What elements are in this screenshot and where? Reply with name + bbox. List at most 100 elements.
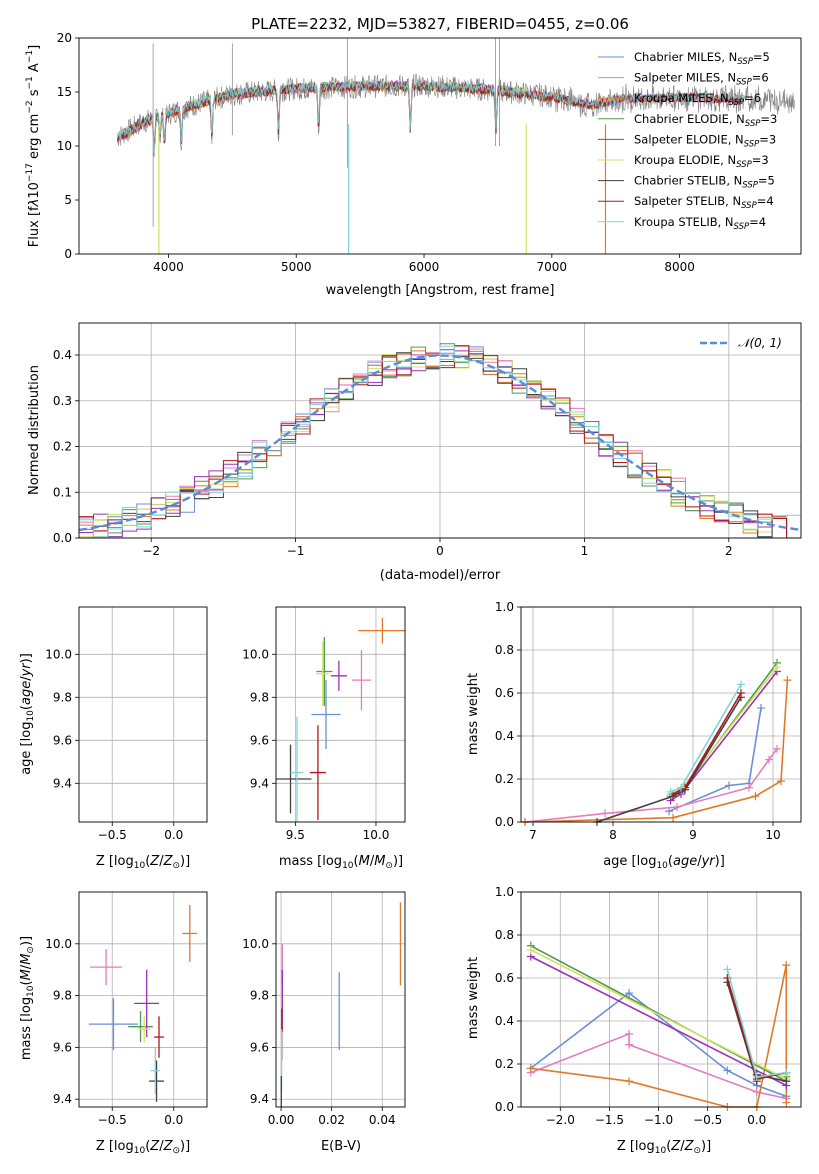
x-tick-label: −1 xyxy=(287,544,305,558)
y-tick-label: 0.2 xyxy=(495,772,514,786)
x-tick-label: −2 xyxy=(142,544,160,558)
mw-line-1 xyxy=(524,748,778,823)
mw-marker xyxy=(782,961,791,970)
age-vs-mass-panel: mass [log10(M/M⊙)] 9.5 10.0 9.4 9.6 9.8 10.0 xyxy=(242,606,406,871)
mass-weight-vs-age-panel: age [log10(age/yr)] mass weight 7 8 9 10 0.0… xyxy=(466,600,802,871)
x-tick-label: 0.00 xyxy=(268,1113,295,1127)
legend-entry: Chabrier STELIB, NSSP=5 xyxy=(634,174,775,191)
y-tick-label: 10.0 xyxy=(242,647,269,661)
mw-line-5 xyxy=(670,666,778,795)
mass-weight-vs-z-panel: Z [log10(Z/Z⊙)] mass weight −2.0 −1.5 −1.0… xyxy=(466,885,802,1156)
x-tick-label: 8000 xyxy=(664,260,695,274)
axes-frame xyxy=(78,606,208,823)
y-tick-label: 15 xyxy=(57,85,72,99)
gaussian-legend-label: 𝒩(0, 1) xyxy=(738,336,782,350)
age-z-ylabel: age [log10(age/yr)] xyxy=(19,653,36,775)
y-tick-label: 0.8 xyxy=(495,928,514,942)
mw-marker xyxy=(765,755,773,764)
axes-frame xyxy=(520,606,802,823)
y-tick-label: 1.0 xyxy=(495,600,514,614)
errorbars xyxy=(280,902,402,1107)
x-tick-label: 10 xyxy=(765,828,780,842)
spectrum-panel: PLATE=2232, MJD=53827, FIBERID=0455, z=0… xyxy=(25,15,802,298)
mw-marker xyxy=(737,689,745,697)
x-tick-label: −1.5 xyxy=(595,1113,624,1127)
mass-z-ylabel: mass [log10(M/M⊙)] xyxy=(19,936,36,1060)
spectrum-lines xyxy=(116,38,795,254)
mw-line-3 xyxy=(670,662,778,797)
legend-entry: Salpeter STELIB, NSSP=4 xyxy=(634,194,774,211)
mw-marker xyxy=(745,783,753,792)
y-tick-label: 9.4 xyxy=(250,776,269,790)
x-tick-label: −0.5 xyxy=(98,1113,127,1127)
errorbars xyxy=(88,904,198,1102)
axes-frame xyxy=(275,606,406,823)
model-spectrum-8 xyxy=(116,79,744,153)
y-tick-label: 0.0 xyxy=(53,531,72,545)
mw-line-6 xyxy=(596,696,742,823)
y-tick-label: 0.4 xyxy=(495,1014,514,1028)
mw-marker xyxy=(782,1068,791,1077)
mw-marker xyxy=(752,1072,761,1081)
age-z-xlabel: Z [log10(Z/Z⊙)] xyxy=(96,854,190,871)
histogram-8 xyxy=(79,345,801,538)
errorbars xyxy=(276,617,405,822)
mw-marker xyxy=(782,1077,791,1086)
residual-ylabel: Normed distribution xyxy=(27,365,42,495)
mw-marker xyxy=(673,802,681,811)
y-tick-label: 9.6 xyxy=(250,733,269,747)
y-tick-label: 9.8 xyxy=(53,989,72,1003)
y-tick-label: 10.0 xyxy=(45,937,72,951)
y-tick-label: 9.6 xyxy=(250,1040,269,1054)
axes-frame xyxy=(78,891,208,1108)
y-tick-label: 9.8 xyxy=(250,989,269,1003)
mw-z-xlabel: Z [log10(Z/Z⊙)] xyxy=(617,1139,711,1156)
mass-z-xlabel: Z [log10(Z/Z⊙)] xyxy=(96,1139,190,1156)
y-tick-label: 9.4 xyxy=(250,1092,269,1106)
x-tick-label: 1 xyxy=(581,544,589,558)
x-tick-label: 0.02 xyxy=(318,1113,345,1127)
mw-age-ylabel: mass weight xyxy=(466,673,481,755)
mw-marker xyxy=(665,807,673,816)
mass-ebv-xlabel: E(B-V) xyxy=(321,1139,361,1154)
age-vs-z-panel: Z [log10(Z/Z⊙)] age [log10(age/yr)] −0.5… xyxy=(19,606,208,871)
y-tick-label: 9.6 xyxy=(53,733,72,747)
mw-marker xyxy=(677,783,685,792)
legend-entry: Chabrier ELODIE, NSSP=3 xyxy=(634,112,777,129)
legend-entry: Kroupa STELIB, NSSP=4 xyxy=(634,215,766,232)
histograms xyxy=(79,343,801,538)
y-tick-label: 9.6 xyxy=(53,1040,72,1054)
axes-frame xyxy=(520,891,802,1108)
mw-marker xyxy=(526,1064,535,1073)
y-tick-label: 0.2 xyxy=(495,1057,514,1071)
y-tick-label: 10 xyxy=(57,139,72,153)
mw-line-8 xyxy=(670,683,742,793)
x-tick-label: 6000 xyxy=(409,260,440,274)
x-tick-label: −2.0 xyxy=(546,1113,575,1127)
mw-marker xyxy=(625,989,634,998)
mw-marker xyxy=(725,781,733,790)
x-tick-label: 0.04 xyxy=(369,1113,396,1127)
mw-z-ylabel: mass weight xyxy=(466,957,481,1039)
x-tick-label: 9.5 xyxy=(286,828,305,842)
mw-line-0 xyxy=(668,707,762,813)
legend-entry: Kroupa MILES, NSSP=6 xyxy=(634,91,761,108)
mw-marker xyxy=(669,813,677,822)
y-tick-label: 5 xyxy=(64,193,72,207)
mass-vs-ebv-panel: E(B-V) 0.00 0.02 0.04 9.4 9.6 9.8 10.0 xyxy=(242,891,406,1154)
x-tick-label: 2 xyxy=(725,544,733,558)
y-tick-label: 0.8 xyxy=(495,643,514,657)
y-tick-label: 20 xyxy=(57,31,72,45)
y-tick-label: 10.0 xyxy=(242,937,269,951)
mw-marker xyxy=(625,1029,634,1038)
mw-marker xyxy=(782,1098,791,1107)
x-tick-label: 0 xyxy=(436,544,444,558)
mw-marker xyxy=(723,1066,732,1075)
spectrum-legend: Chabrier MILES, NSSP=5 Salpeter MILES, NS… xyxy=(598,50,777,232)
residual-histogram-panel: (data-model)/error Normed distribution −… xyxy=(27,322,802,583)
mw-marker xyxy=(751,792,760,801)
x-tick-label: 7 xyxy=(529,828,537,842)
x-tick-label: 5000 xyxy=(281,260,312,274)
x-tick-label: −0.5 xyxy=(693,1113,722,1127)
mw-marker xyxy=(773,663,781,672)
